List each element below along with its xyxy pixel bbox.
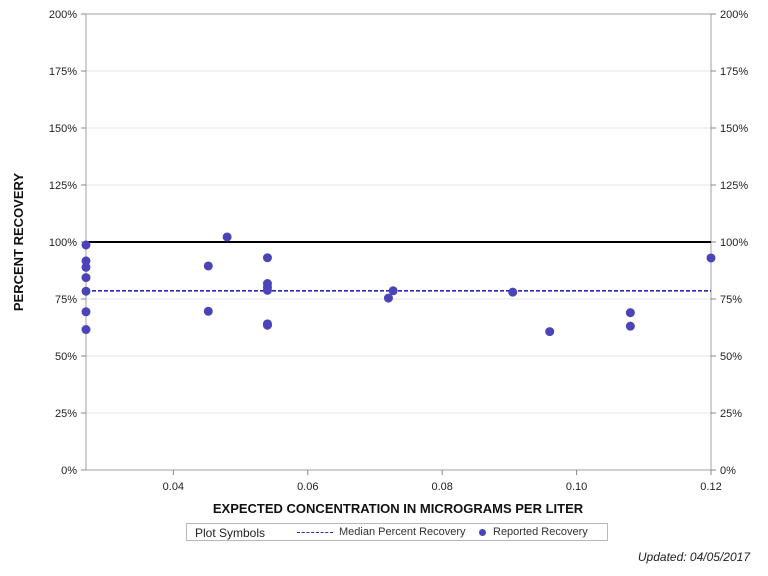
data-point — [81, 273, 91, 283]
data-points — [81, 232, 716, 337]
y-tick-label-left: 200% — [49, 9, 77, 21]
data-point — [545, 327, 555, 337]
y-tick-label-right: 125% — [720, 180, 748, 192]
x-axis-label: EXPECTED CONCENTRATION IN MICROGRAMS PER… — [213, 501, 584, 516]
data-point — [81, 307, 91, 317]
y-tick-label-right: 0% — [720, 465, 736, 477]
y-tick-label-left: 125% — [49, 180, 77, 192]
data-point — [81, 262, 91, 272]
y-tick-label-right: 150% — [720, 123, 748, 135]
y-tick-label-left: 75% — [55, 294, 77, 306]
data-point — [81, 286, 91, 296]
y-tick-label-right: 75% — [720, 294, 742, 306]
updated-date: Updated: 04/05/2017 — [637, 550, 750, 564]
y-tick-label-right: 175% — [720, 66, 748, 78]
reported-dot-symbol — [479, 529, 486, 536]
y-axis-label: PERCENT RECOVERY — [11, 173, 26, 312]
x-tick-label: 0.06 — [297, 481, 318, 493]
y-tick-label-right: 200% — [720, 9, 748, 21]
y-tick-label-left: 100% — [49, 237, 77, 249]
y-axis-right: 0% 25% 50% 75% 100% 125% 150% 175% 200% — [711, 9, 748, 477]
y-tick-label-left: 0% — [61, 465, 77, 477]
data-point — [625, 308, 635, 318]
data-point — [203, 306, 213, 316]
y-tick-label-right: 100% — [720, 237, 748, 249]
median-line-symbol — [297, 532, 333, 533]
data-point — [262, 320, 272, 330]
x-tick-label: 0.04 — [163, 481, 184, 493]
x-tick-label: 0.08 — [431, 481, 452, 493]
data-point — [262, 285, 272, 295]
x-tick-label: 0.12 — [700, 481, 721, 493]
data-point — [388, 286, 398, 296]
chart-canvas: 0% 25% 50% 75% 100% 125% 150% 175% 200% 0% 25% 50%… — [11, 9, 748, 516]
legend-reported-label: Reported Recovery — [493, 526, 588, 538]
data-point — [81, 256, 91, 266]
legend: Plot Symbols Median Percent Recovery Rep… — [186, 523, 608, 541]
legend-median-label: Median Percent Recovery — [339, 526, 466, 538]
data-point — [222, 232, 232, 242]
data-point — [262, 253, 272, 263]
y-tick-label-left: 175% — [49, 66, 77, 78]
y-tick-label-left: 50% — [55, 351, 77, 363]
data-point — [203, 261, 213, 271]
x-axis: 0.04 0.06 0.08 0.10 0.12 — [163, 470, 722, 493]
x-tick-label: 0.10 — [566, 481, 587, 493]
data-point — [81, 240, 91, 250]
data-point — [706, 253, 716, 263]
data-point — [508, 287, 518, 297]
data-point — [81, 325, 91, 335]
y-tick-label-left: 150% — [49, 123, 77, 135]
legend-title: Plot Symbols — [195, 526, 266, 540]
y-tick-label-right: 25% — [720, 408, 742, 420]
y-tick-label-left: 25% — [55, 408, 77, 420]
y-tick-label-right: 50% — [720, 351, 742, 363]
data-point — [383, 293, 393, 303]
data-point — [625, 321, 635, 331]
y-axis-left: 0% 25% 50% 75% 100% 125% 150% 175% 200% — [49, 9, 86, 477]
